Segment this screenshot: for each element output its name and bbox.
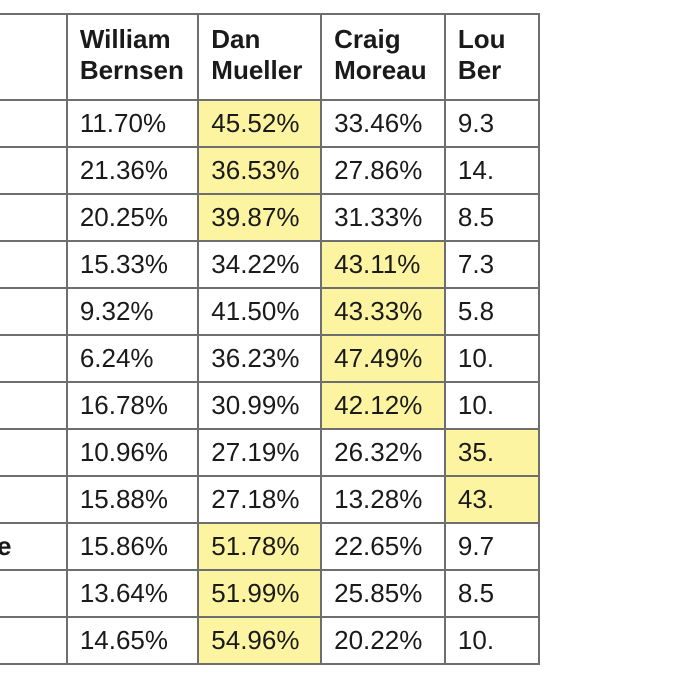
percentage-cell: 10.	[443, 334, 541, 383]
percentage-cell: 10.96%	[65, 428, 200, 477]
percentage-cell: 14.	[443, 146, 541, 195]
election-results-table: William Bernsen Dan Mueller Craig Moreau Lou Be…	[0, 13, 541, 665]
percentage-cell: 25.85%	[320, 569, 446, 618]
percentage-cell: 9.3	[443, 99, 541, 148]
percentage-cell: 10.	[443, 616, 541, 665]
percentage-cell: 10.	[443, 381, 541, 430]
table-row: atonia15.88%27.18%13.28%43.	[0, 475, 541, 524]
percentage-cell: 21.36%	[65, 146, 200, 195]
percentage-cell: 20.25%	[65, 193, 200, 242]
percentage-cell: 30.99%	[197, 381, 323, 430]
winning-percentage-cell: 51.78%	[197, 522, 323, 571]
header-first-name: Dan	[211, 24, 261, 54]
place-name-cell: mmannsville	[0, 522, 68, 571]
winning-percentage-cell: 47.49%	[320, 334, 446, 383]
place-name-cell: stern	[0, 428, 68, 477]
place-name-cell: chulenburg	[0, 616, 68, 665]
table-row: chulenburg14.65%54.96%20.22%10.	[0, 616, 541, 665]
place-name-cell: olman	[0, 569, 68, 618]
winning-percentage-cell: 54.96%	[197, 616, 323, 665]
percentage-cell: 26.32%	[320, 428, 446, 477]
header-place	[0, 13, 68, 101]
table-row: La Grange15.33%34.22%43.11%7.3	[0, 240, 541, 289]
percentage-cell: 5.8	[443, 287, 541, 336]
percentage-cell: 27.18%	[197, 475, 323, 524]
header-last-name: Moreau	[334, 55, 427, 85]
header-candidate: Lou Ber	[443, 13, 541, 101]
table-row: olman13.64%51.99%25.85%8.5	[0, 569, 541, 618]
percentage-cell: 11.70%	[65, 99, 200, 148]
place-name-cell: La Grange	[0, 240, 68, 289]
winning-percentage-cell: 42.12%	[320, 381, 446, 430]
percentage-cell: 20.22%	[320, 616, 446, 665]
winning-percentage-cell: 43.	[443, 475, 541, 524]
percentage-cell: 36.23%	[197, 334, 323, 383]
winning-percentage-cell: 36.53%	[197, 146, 323, 195]
header-last-name: Mueller	[211, 55, 303, 85]
winning-percentage-cell: 45.52%	[197, 99, 323, 148]
percentage-cell: 16.78%	[65, 381, 200, 430]
winning-percentage-cell: 51.99%	[197, 569, 323, 618]
table-row: yetteville9.32%41.50%43.33%5.8	[0, 287, 541, 336]
place-name-cell: ound Top	[0, 334, 68, 383]
table-body: La Grange11.70%45.52%33.46%9.3arda21.36%…	[0, 99, 541, 665]
percentage-cell: 9.32%	[65, 287, 200, 336]
percentage-cell: 14.65%	[65, 616, 200, 665]
percentage-cell: 41.50%	[197, 287, 323, 336]
table-row: stern10.96%27.19%26.32%35.	[0, 428, 541, 477]
table-row: La Grange16.78%30.99%42.12%10.	[0, 381, 541, 430]
header-first-name: Lou	[457, 24, 506, 54]
place-name-cell: atonia	[0, 475, 68, 524]
header-first-name: William	[79, 24, 171, 54]
place-name-cell: arda	[0, 146, 68, 195]
header-candidate: William Bernsen	[65, 13, 200, 101]
header-row: William Bernsen Dan Mueller Craig Moreau Lou Be…	[0, 13, 541, 101]
place-name-cell: um	[0, 193, 68, 242]
percentage-cell: 7.3	[443, 240, 541, 289]
table-row: um20.25%39.87%31.33%8.5	[0, 193, 541, 242]
place-name-cell: La Grange	[0, 381, 68, 430]
winning-percentage-cell: 39.87%	[197, 193, 323, 242]
table-row: La Grange11.70%45.52%33.46%9.3	[0, 99, 541, 148]
percentage-cell: 13.64%	[65, 569, 200, 618]
table-row: mmannsville15.86%51.78%22.65%9.7	[0, 522, 541, 571]
place-name-cell: La Grange	[0, 99, 68, 148]
percentage-cell: 8.5	[443, 193, 541, 242]
percentage-cell: 8.5	[443, 569, 541, 618]
percentage-cell: 31.33%	[320, 193, 446, 242]
table-row: arda21.36%36.53%27.86%14.	[0, 146, 541, 195]
header-first-name: Craig	[334, 24, 401, 54]
percentage-cell: 15.86%	[65, 522, 200, 571]
winning-percentage-cell: 35.	[443, 428, 541, 477]
header-candidate: Dan Mueller	[197, 13, 323, 101]
header-candidate: Craig Moreau	[320, 13, 446, 101]
percentage-cell: 13.28%	[320, 475, 446, 524]
table-row: ound Top6.24%36.23%47.49%10.	[0, 334, 541, 383]
winning-percentage-cell: 43.11%	[320, 240, 446, 289]
percentage-cell: 22.65%	[320, 522, 446, 571]
winning-percentage-cell: 43.33%	[320, 287, 446, 336]
percentage-cell: 15.88%	[65, 475, 200, 524]
header-last-name: Bernsen	[79, 55, 184, 85]
percentage-cell: 27.19%	[197, 428, 323, 477]
percentage-cell: 6.24%	[65, 334, 200, 383]
percentage-cell: 27.86%	[320, 146, 446, 195]
percentage-cell: 34.22%	[197, 240, 323, 289]
place-name-cell: yetteville	[0, 287, 68, 336]
percentage-cell: 9.7	[443, 522, 541, 571]
header-last-name: Ber	[457, 55, 502, 85]
percentage-cell: 33.46%	[320, 99, 446, 148]
percentage-cell: 15.33%	[65, 240, 200, 289]
